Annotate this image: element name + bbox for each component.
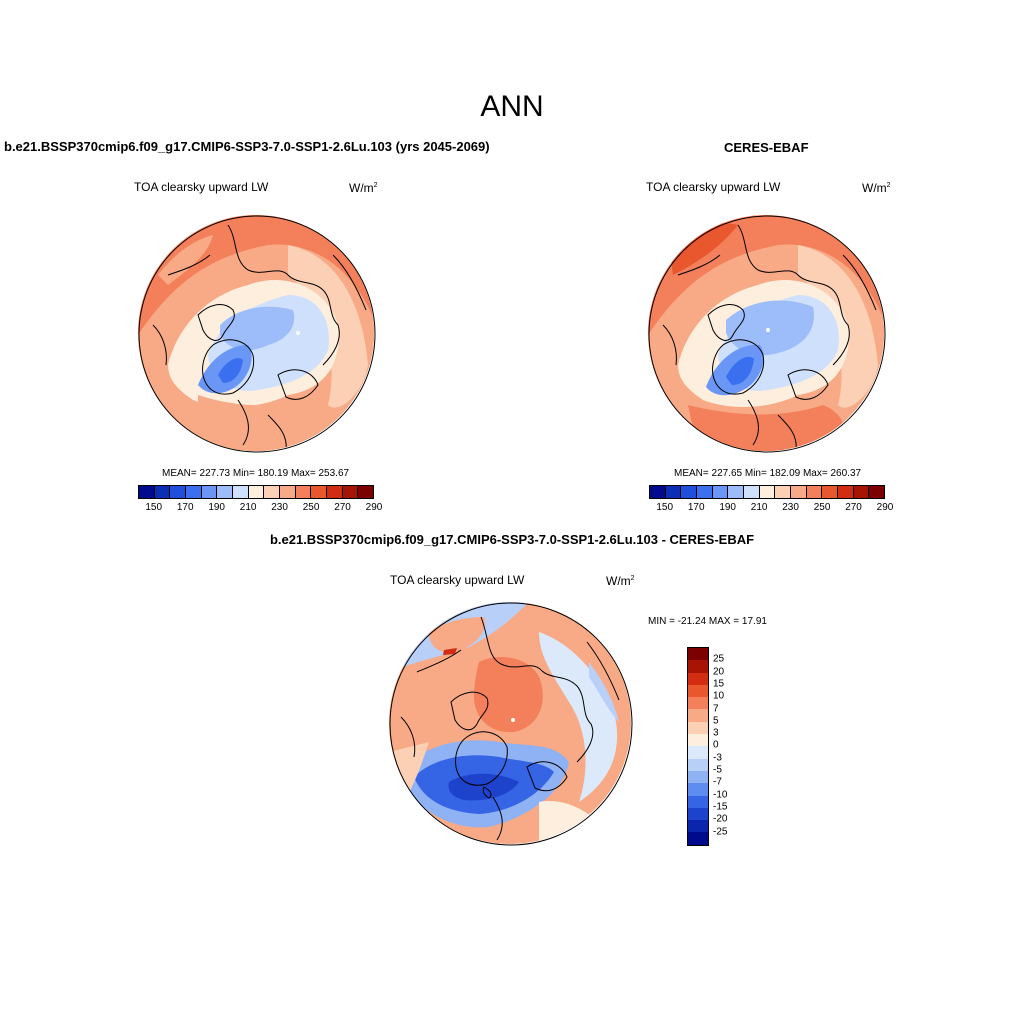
colorbar-tick-label: -25 bbox=[713, 826, 728, 837]
colorbar-swatch bbox=[806, 486, 823, 498]
colorbar-swatch bbox=[688, 709, 708, 722]
colorbar-swatch bbox=[728, 486, 745, 498]
colorbar-tick-label: 270 bbox=[334, 502, 351, 513]
panel-1-colorbar: 150 170 190 210 230 250 270 290 bbox=[138, 485, 382, 513]
colorbar-swatch bbox=[688, 770, 708, 784]
panel-2-units: W/m2 bbox=[862, 181, 891, 195]
colorbar-swatch bbox=[853, 486, 870, 498]
colorbar-swatch bbox=[154, 486, 171, 498]
colorbar-swatch bbox=[775, 486, 792, 498]
colorbar-tick-label: -20 bbox=[713, 813, 728, 825]
colorbar-swatch bbox=[327, 486, 343, 498]
colorbar-swatch bbox=[744, 486, 760, 498]
colorbar-swatch bbox=[791, 486, 807, 498]
panel-1-variable-label: TOA clearsky upward LW bbox=[134, 180, 269, 194]
colorbar-swatch bbox=[688, 832, 708, 845]
colorbar-swatch bbox=[139, 486, 155, 498]
colorbar-swatch bbox=[233, 486, 249, 498]
colorbar-tick-label: 210 bbox=[750, 502, 768, 513]
colorbar-swatch bbox=[665, 486, 682, 498]
colorbar-tick-label: -15 bbox=[713, 801, 728, 813]
panel-3-stats: MIN = -21.24 MAX = 17.91 bbox=[648, 616, 767, 627]
colorbar-swatch bbox=[822, 486, 839, 498]
colorbar-swatch bbox=[838, 486, 854, 498]
panel-3-variable-label: TOA clearsky upward LW bbox=[390, 573, 525, 587]
colorbar-swatch bbox=[248, 486, 265, 498]
colorbar-tick-label: 10 bbox=[713, 690, 725, 702]
colorbar-tick-label: -3 bbox=[713, 752, 722, 764]
colorbar-tick-label: 230 bbox=[782, 502, 799, 513]
panel-2-stats: MEAN= 227.65 Min= 182.09 Max= 260.37 bbox=[674, 468, 862, 479]
colorbar-swatch bbox=[681, 486, 698, 498]
colorbar-swatch bbox=[201, 486, 218, 498]
colorbar-swatch bbox=[869, 486, 885, 498]
colorbar-swatch bbox=[217, 486, 234, 498]
colorbar-swatch bbox=[264, 486, 281, 498]
panel-1-polar-map bbox=[138, 215, 376, 453]
colorbar-tick-label: 250 bbox=[302, 502, 320, 513]
colorbar-tick-label: 0 bbox=[713, 739, 719, 751]
colorbar-tick-label: 150 bbox=[656, 502, 674, 513]
colorbar-swatch bbox=[295, 486, 312, 498]
panel-1-stats: MEAN= 227.73 Min= 180.19 Max= 253.67 bbox=[162, 468, 350, 479]
colorbar-swatch bbox=[688, 721, 708, 735]
colorbar-tick-label: 20 bbox=[713, 666, 725, 678]
colorbar-tick-label: 170 bbox=[176, 502, 194, 513]
colorbar-tick-label: 290 bbox=[365, 502, 383, 513]
colorbar-tick-label: 3 bbox=[713, 727, 719, 739]
colorbar-swatch bbox=[688, 734, 708, 747]
colorbar-swatch bbox=[688, 820, 708, 833]
figure-title: ANN bbox=[480, 90, 544, 123]
colorbar-swatch bbox=[688, 672, 708, 685]
colorbar-swatch bbox=[650, 486, 666, 498]
colorbar-tick-label: 7 bbox=[713, 703, 719, 714]
colorbar-tick-label: 270 bbox=[845, 502, 862, 513]
colorbar-swatch bbox=[688, 660, 708, 673]
colorbar-tick-label: 230 bbox=[271, 502, 288, 513]
colorbar-swatch bbox=[688, 648, 708, 661]
panel-2-title: CERES-EBAF bbox=[724, 140, 809, 155]
colorbar-tick-label: 15 bbox=[713, 678, 725, 690]
colorbar-swatch bbox=[280, 486, 296, 498]
colorbar-tick-label: 190 bbox=[208, 502, 225, 513]
colorbar-tick-label: -7 bbox=[713, 776, 722, 788]
panel-1-title: b.e21.BSSP370cmip6.f09_g17.CMIP6-SSP3-7.… bbox=[4, 139, 490, 154]
colorbar-tick-label: 25 bbox=[713, 653, 725, 665]
colorbar-swatch bbox=[688, 795, 708, 808]
colorbar-swatch bbox=[688, 746, 708, 759]
colorbar-tick-label: 190 bbox=[719, 502, 736, 513]
colorbar-swatch bbox=[759, 486, 776, 498]
panel-1-units: W/m2 bbox=[349, 181, 378, 195]
colorbar-swatch bbox=[311, 486, 328, 498]
panel-2-variable-label: TOA clearsky upward LW bbox=[646, 180, 781, 194]
panel-3-polar-map bbox=[389, 602, 633, 846]
colorbar-tick-label: 290 bbox=[876, 502, 894, 513]
colorbar-swatch bbox=[170, 486, 187, 498]
colorbar-tick-label: 210 bbox=[239, 502, 257, 513]
colorbar-swatch bbox=[342, 486, 359, 498]
colorbar-tick-label: -10 bbox=[713, 789, 728, 801]
panel-3-title: b.e21.BSSP370cmip6.f09_g17.CMIP6-SSP3-7.… bbox=[269, 532, 755, 547]
colorbar-tick-label: 170 bbox=[687, 502, 705, 513]
colorbar-tick-label: 150 bbox=[145, 502, 163, 513]
colorbar-swatch bbox=[186, 486, 202, 498]
colorbar-swatch bbox=[358, 486, 374, 498]
colorbar-swatch bbox=[712, 486, 729, 498]
colorbar-swatch bbox=[688, 697, 708, 710]
colorbar-tick-label: -5 bbox=[713, 764, 722, 776]
colorbar-swatch bbox=[688, 783, 708, 796]
panel-3-units: W/m2 bbox=[606, 574, 635, 588]
panel-2-polar-map bbox=[648, 215, 886, 453]
colorbar-swatch bbox=[688, 807, 708, 821]
colorbar-swatch bbox=[688, 684, 708, 698]
colorbar-swatch bbox=[697, 486, 713, 498]
panel-3-colorbar: 25 20 15 10 7 5 3 0 -3 -5 -7 -10 -15 -20 -25 bbox=[687, 647, 747, 847]
colorbar-swatch bbox=[688, 758, 708, 771]
colorbar-tick-label: 5 bbox=[713, 715, 719, 727]
colorbar-tick-label: 250 bbox=[813, 502, 831, 513]
panel-2-colorbar: 150 170 190 210 230 250 270 290 bbox=[649, 485, 893, 513]
